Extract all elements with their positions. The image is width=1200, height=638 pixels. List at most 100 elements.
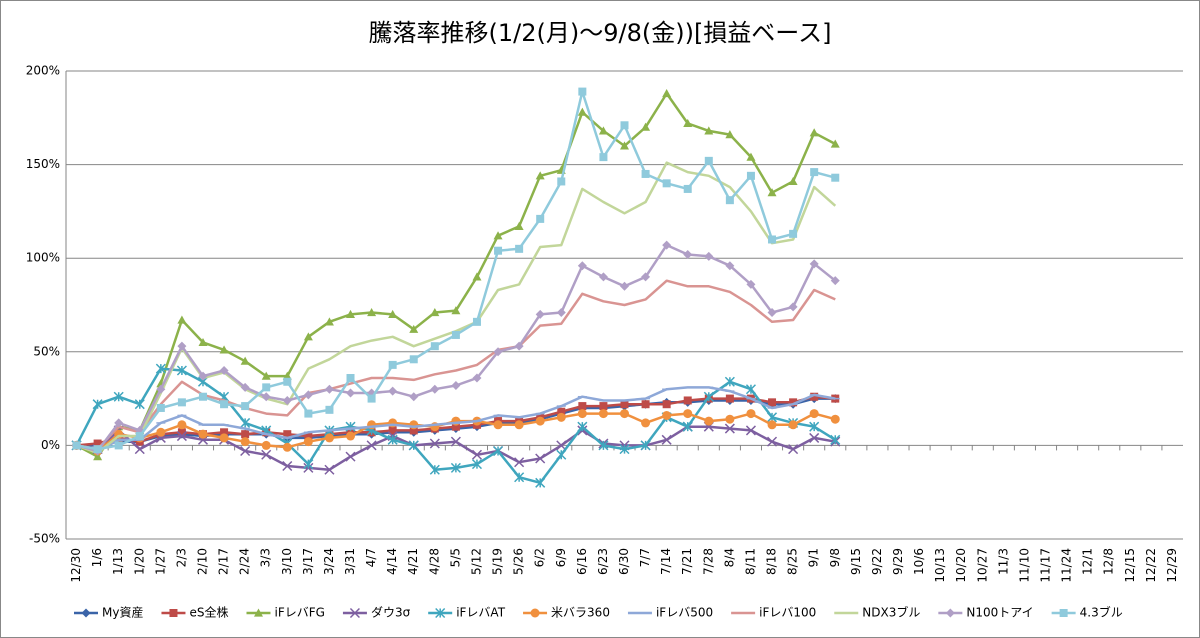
data-point [724,376,735,387]
data-point [556,449,567,460]
data-point [514,341,524,351]
data-point [408,440,419,451]
data-point [724,423,735,434]
data-point [788,420,798,430]
data-point [641,122,651,131]
x-tick-label: 7/7 [638,548,652,567]
data-point [535,416,545,426]
legend-marker [349,607,360,619]
data-point [72,441,81,450]
data-point [725,414,735,424]
data-point [641,272,651,282]
legend-label: NDX3ブル [862,605,920,620]
legend-label: iFレバ500 [656,606,713,620]
y-tick-label: 200% [26,64,60,78]
y-tick-label: 150% [26,157,60,171]
x-tick-label: 8/25 [786,548,800,575]
data-point [177,315,187,324]
data-point [535,453,546,464]
data-point [220,400,229,409]
data-point [620,121,629,130]
data-point [177,341,187,351]
x-tick-label: 6/16 [575,548,589,575]
legend-marker [435,607,446,619]
data-point [557,177,566,186]
data-point [789,229,798,238]
data-point [241,430,250,439]
data-point [429,438,440,449]
x-tick-label: 1/13 [111,548,125,575]
data-point [451,306,461,315]
data-point [219,345,229,354]
data-point [366,440,377,451]
data-point [346,374,355,383]
data-point [113,391,124,402]
data-point [830,139,840,148]
y-tick-label: 0% [41,438,60,452]
legend-label: iFレバAT [456,606,506,620]
x-tick-label: 8/11 [743,548,757,575]
data-point [661,434,672,445]
x-tick-label: 4/28 [427,548,441,575]
x-tick-label: 5/19 [491,548,505,575]
data-point [93,445,102,454]
data-point [704,156,713,165]
data-point [725,261,735,271]
x-tick-label: 12/1 [1081,548,1095,575]
data-point [662,240,672,250]
data-point [451,380,461,390]
data-point [767,420,777,430]
data-point [219,366,229,376]
data-point [788,444,799,455]
data-point [472,317,481,326]
data-point [93,452,103,461]
data-point [409,324,419,333]
data-point [514,457,525,468]
legend-label: ダウ3σ [371,605,411,620]
x-tick-label: 10/6 [912,548,926,575]
x-tick-label: 8/18 [765,548,779,575]
data-point [493,420,503,430]
chart-title: 騰落率推移(1/2(月)～9/8(金))[損益ベース] [369,19,832,47]
data-point [367,307,377,317]
data-point [240,437,250,447]
data-point [261,440,271,450]
data-point [809,421,820,432]
data-point [198,392,207,401]
data-point [788,302,798,312]
data-point [283,377,292,386]
x-tick-label: 7/21 [680,548,694,575]
x-tick-label: 10/13 [933,548,947,583]
data-point [261,449,272,460]
legend-label: iFレバFG [274,606,324,620]
data-point [810,392,819,401]
data-point [556,440,567,451]
data-point [514,221,524,230]
x-tick-label: 4/14 [385,548,399,575]
data-point [788,176,798,186]
data-point [472,373,482,383]
data-point [325,405,334,414]
data-point [471,449,483,460]
x-tick-label: 2/24 [238,548,252,575]
data-point [240,382,250,392]
data-point [114,441,123,450]
data-point [156,403,165,412]
legend-marker [1059,609,1068,617]
data-point [156,427,166,437]
data-point [241,402,250,411]
x-tick-label: 10/27 [975,548,989,583]
data-point [451,422,460,431]
data-point [830,276,840,286]
data-point [767,307,777,317]
data-point [745,425,756,436]
x-tick-label: 6/2 [533,548,547,567]
data-point [577,421,588,432]
data-point [725,196,734,205]
data-point [198,429,208,439]
data-point [577,107,587,116]
data-point [809,259,819,269]
series [71,363,841,488]
data-point [514,472,525,483]
data-point [240,356,250,365]
